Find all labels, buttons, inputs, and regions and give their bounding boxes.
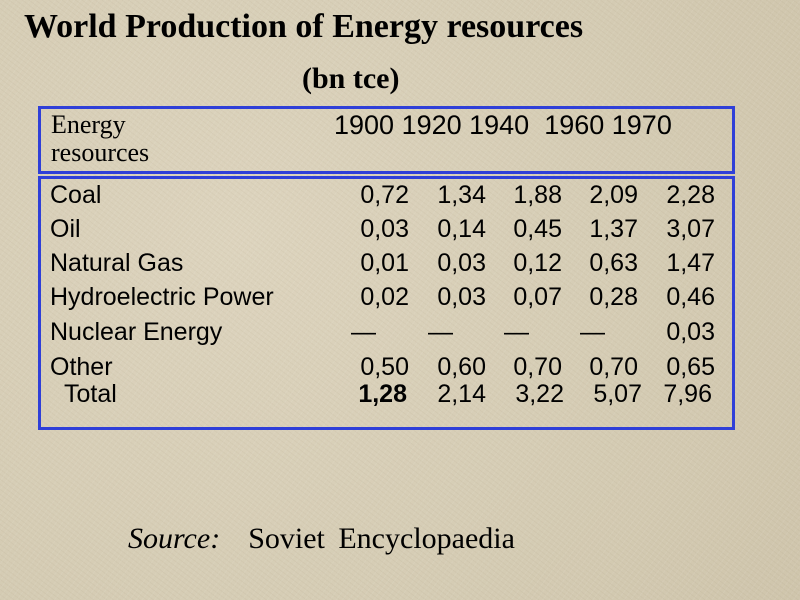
table-row-total: Total 1,28 2,14 3,22 5,07 7,96 xyxy=(41,380,732,414)
cell-1920: 1,34 xyxy=(437,181,486,209)
cell-1940: 3,22 xyxy=(515,380,564,408)
row-label: Oil xyxy=(50,215,81,243)
cell-1920: 0,14 xyxy=(437,215,486,243)
cell-1960: 5,07 xyxy=(593,380,642,408)
table-body: Coal 0,72 1,34 1,88 2,09 2,28 Oil 0,03 0… xyxy=(38,176,735,430)
cell-1940: 0,07 xyxy=(513,283,562,311)
cell-1940: 0,70 xyxy=(513,353,562,381)
row-label: Hydroelectric Power xyxy=(50,283,274,311)
cell-1960: 0,70 xyxy=(589,353,638,381)
column-header-years: 1900 1920 1940 1960 1970 xyxy=(334,110,672,140)
cell-1970: 0,03 xyxy=(666,318,715,346)
row-label: Nuclear Energy xyxy=(50,318,223,346)
cell-1960: 0,28 xyxy=(589,283,638,311)
cell-1900: 0,72 xyxy=(360,181,409,209)
cell-1970: 0,46 xyxy=(666,283,715,311)
cell-1920: 0,60 xyxy=(437,353,486,381)
table-row: Other 0,50 0,60 0,70 0,70 0,65 xyxy=(41,353,732,387)
column-header-label-line2: resources xyxy=(51,138,150,167)
cell-1920: 0,03 xyxy=(437,283,486,311)
cell-1900: 0,01 xyxy=(360,249,409,277)
row-label: Total xyxy=(64,380,117,408)
source-note: Source: Soviet Encyclopaedia xyxy=(128,522,515,556)
column-header-label: Energy resources xyxy=(51,111,149,167)
cell-1960: — xyxy=(580,318,605,346)
row-label: Coal xyxy=(50,181,102,209)
cell-1970: 7,96 xyxy=(663,380,712,408)
cell-1970: 3,07 xyxy=(666,215,715,243)
source-value: Soviet Encyclopaedia xyxy=(248,522,515,555)
table-row: Natural Gas 0,01 0,03 0,12 0,63 1,47 xyxy=(41,249,732,283)
cell-1940: 0,45 xyxy=(513,215,562,243)
cell-1940: — xyxy=(504,318,529,346)
cell-1970: 1,47 xyxy=(666,249,715,277)
source-label: Source: xyxy=(128,522,221,555)
table-row: Coal 0,72 1,34 1,88 2,09 2,28 xyxy=(41,181,732,215)
cell-1970: 2,28 xyxy=(666,181,715,209)
cell-1920: — xyxy=(428,318,453,346)
cell-1920: 0,03 xyxy=(437,249,486,277)
column-header-label-line1: Energy xyxy=(51,110,126,139)
cell-1900: — xyxy=(351,318,376,346)
cell-1920: 2,14 xyxy=(437,380,486,408)
cell-1900: 0,03 xyxy=(360,215,409,243)
cell-1960: 1,37 xyxy=(589,215,638,243)
cell-1940: 1,88 xyxy=(513,181,562,209)
table-row: Hydroelectric Power 0,02 0,03 0,07 0,28 … xyxy=(41,283,732,317)
row-label: Natural Gas xyxy=(50,249,184,277)
cell-1900: 0,50 xyxy=(360,353,409,381)
row-label: Other xyxy=(50,353,113,381)
cell-1940: 0,12 xyxy=(513,249,562,277)
table-header: Energy resources 1900 1920 1940 1960 197… xyxy=(38,106,735,174)
table-row: Nuclear Energy — — — — 0,03 xyxy=(41,318,732,352)
cell-1970: 0,65 xyxy=(666,353,715,381)
cell-1900: 1,28 xyxy=(358,380,407,408)
cell-1900: 0,02 xyxy=(360,283,409,311)
page-title: World Production of Energy resources xyxy=(24,8,584,45)
cell-1960: 2,09 xyxy=(589,181,638,209)
table-row: Oil 0,03 0,14 0,45 1,37 3,07 xyxy=(41,215,732,249)
cell-1960: 0,63 xyxy=(589,249,638,277)
page-subtitle: (bn tce) xyxy=(302,62,400,95)
